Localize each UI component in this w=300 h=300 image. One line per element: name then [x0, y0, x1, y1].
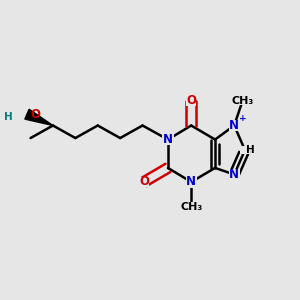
Bar — [229, 120, 240, 131]
Text: O: O — [186, 94, 196, 107]
Polygon shape — [25, 109, 53, 125]
Text: O: O — [139, 176, 149, 188]
Bar — [139, 177, 149, 187]
Bar — [240, 146, 250, 154]
Text: N: N — [186, 176, 196, 188]
Text: N: N — [229, 119, 239, 132]
Text: N: N — [163, 133, 173, 146]
Bar — [186, 96, 196, 106]
Text: H: H — [246, 145, 255, 155]
Bar — [229, 169, 240, 180]
Text: CH₃: CH₃ — [180, 202, 202, 212]
Bar — [162, 134, 174, 145]
Text: H: H — [4, 112, 13, 122]
Text: +: + — [239, 114, 247, 123]
Text: O: O — [30, 108, 40, 121]
Text: N: N — [229, 168, 239, 181]
Bar — [182, 202, 201, 211]
Bar — [233, 96, 252, 105]
Text: CH₃: CH₃ — [231, 96, 254, 106]
Bar — [185, 176, 197, 188]
